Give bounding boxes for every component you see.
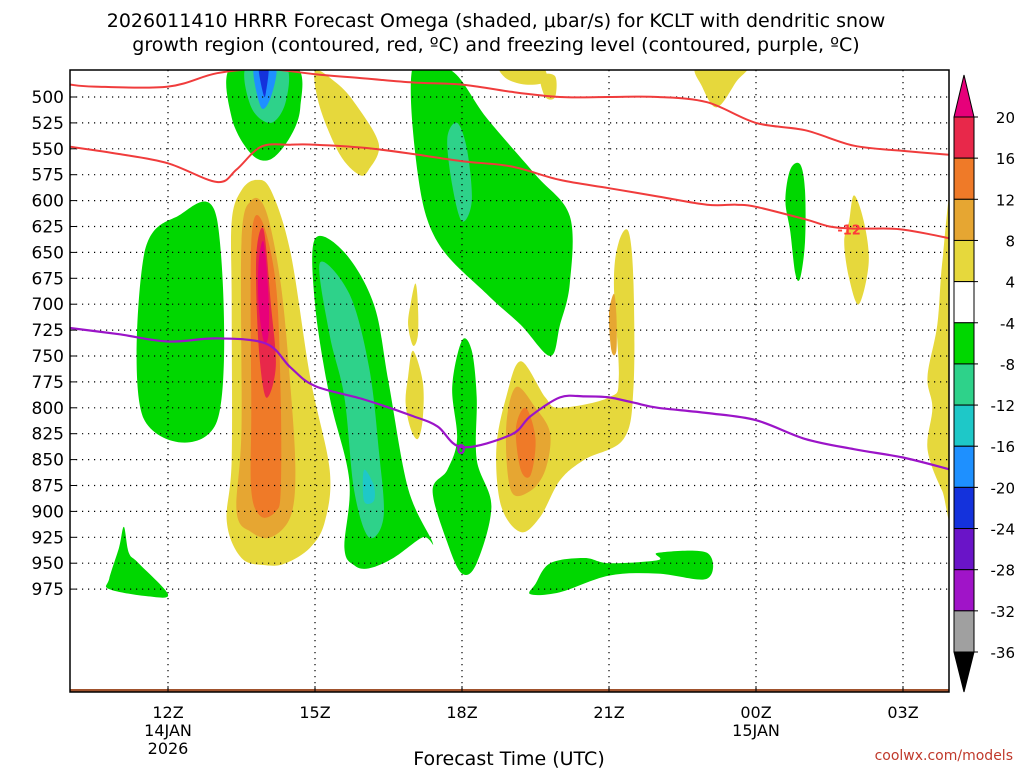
x-tick-sublabel-0: 14JAN [144, 721, 192, 740]
colorbar-swatch-11 [953, 569, 975, 612]
terrain-bar [70, 689, 949, 692]
y-tick-label-6: 650 [32, 243, 64, 263]
colorbar-label-6: -8 [1000, 356, 1015, 374]
y-tick-label-16: 900 [32, 502, 64, 522]
omega-region-19 [258, 240, 270, 344]
x-tick-label-0: 12Z [152, 703, 183, 722]
colorbar-label-0: 20 [996, 109, 1015, 127]
omega-region-30 [927, 196, 949, 521]
colorbar-swatch-2 [953, 198, 975, 241]
colorbar-swatch-1 [953, 157, 975, 200]
omega-region-29 [844, 195, 869, 305]
omega-region-24 [515, 407, 536, 478]
credit-text: coolwx.com/models [875, 748, 1013, 764]
y-tick-label-0: 500 [32, 88, 64, 108]
omega-region-13 [785, 162, 806, 282]
y-axis: 500 525 550 575 600 625 650 675 700 725 750 775 800 8… [32, 88, 76, 600]
omega-region-10 [362, 469, 375, 505]
y-tick-label-12: 800 [32, 399, 64, 419]
x-tick-sublabel-4: 15JAN [732, 721, 780, 740]
colorbar-label-11: -28 [991, 562, 1016, 580]
omega-region-21 [408, 283, 419, 346]
colorbar-label-5: -4 [1000, 315, 1015, 333]
y-tick-label-2: 550 [32, 140, 64, 160]
chart-title-line-1: 2026011410 HRRR Forecast Omega (shaded, … [107, 10, 886, 32]
colorbar-swatch-12 [953, 610, 975, 653]
y-tick-label-1: 525 [32, 114, 64, 134]
y-tick-label-9: 725 [32, 321, 64, 341]
y-tick-label-7: 675 [32, 269, 64, 289]
red-isotherm-1 [70, 143, 949, 240]
x-tick-label-1: 15Z [299, 703, 330, 722]
y-tick-label-18: 950 [32, 554, 64, 574]
colorbar-swatch-9 [953, 486, 975, 530]
colorbar-swatch-4 [953, 281, 975, 324]
x-tick-label-3: 21Z [593, 703, 624, 722]
omega-region-9 [319, 261, 384, 539]
colorbar-bottom-arrow [953, 651, 975, 693]
colorbar-top-arrow [953, 74, 975, 118]
plot-frame [69, 69, 950, 693]
y-tick-label-14: 850 [32, 451, 64, 471]
y-tick-label-11: 775 [32, 373, 64, 393]
colorbar-label-1: 16 [996, 150, 1015, 168]
contour-lines [70, 70, 949, 471]
colorbar-swatch-3 [953, 239, 975, 283]
omega-region-27 [540, 73, 557, 100]
colorbar-label-9: -20 [991, 479, 1016, 497]
chart-title-line-2: growth region (contoured, red, ºC) and f… [132, 34, 859, 56]
omega-region-12 [529, 550, 714, 596]
colorbar-label-2: 12 [996, 191, 1015, 209]
omega-region-25 [608, 293, 617, 356]
y-tick-label-3: 575 [32, 166, 64, 186]
colorbar-label-7: -12 [991, 397, 1016, 415]
x-tick-year-0: 2026 [148, 739, 189, 758]
colorbar-label-8: -16 [991, 438, 1016, 456]
omega-region-11 [432, 338, 492, 575]
omega-region-28 [694, 70, 748, 108]
y-tick-label-17: 925 [32, 528, 64, 548]
omega-region-5 [258, 70, 269, 98]
colorbar-swatch-5 [953, 322, 975, 365]
colorbar-swatch-8 [953, 445, 975, 488]
y-tick-label-5: 625 [32, 218, 64, 238]
colorbar-swatch-7 [953, 404, 975, 447]
contour-label-0: -12 [837, 224, 861, 239]
omega-region-26 [499, 70, 547, 85]
x-tick-label-4: 00Z [740, 703, 771, 722]
freezing-level-line [70, 326, 949, 471]
grid-lines [70, 70, 949, 692]
contour-labels: -12 0 [456, 224, 860, 459]
omega-region-0 [136, 201, 225, 443]
y-tick-label-19: 975 [32, 580, 64, 600]
y-tick-label-10: 750 [32, 347, 64, 367]
colorbar-label-3: 8 [1005, 232, 1015, 250]
omega-region-6 [410, 70, 573, 356]
colorbar-label-12: -32 [991, 603, 1016, 621]
colorbar-swatch-6 [953, 363, 975, 406]
x-tick-label-5: 03Z [887, 703, 918, 722]
colorbar-label-10: -24 [991, 521, 1016, 539]
colorbar-label-13: -36 [991, 644, 1016, 662]
red-isotherm-0 [70, 70, 949, 156]
x-tick-label-2: 18Z [446, 703, 477, 722]
omega-region-7 [447, 122, 472, 222]
x-axis-label: Forecast Time (UTC) [413, 748, 604, 768]
colorbar-label-4: 4 [1005, 274, 1015, 292]
omega-region-1 [105, 526, 169, 598]
omega-region-20 [405, 350, 424, 440]
colorbar-swatch-0 [953, 116, 975, 159]
y-tick-label-8: 700 [32, 295, 64, 315]
y-tick-label-13: 825 [32, 425, 64, 445]
omega-shaded-regions [105, 70, 949, 598]
y-tick-label-15: 875 [32, 477, 64, 497]
colorbar-swatch-10 [953, 528, 975, 571]
colorbar: 20 16 12 8 4 -4 -8 -12 -16 -20 -24 -28 -32 -36 [953, 74, 1016, 693]
y-tick-label-4: 600 [32, 192, 64, 212]
contour-label-1: 0 [456, 443, 465, 458]
